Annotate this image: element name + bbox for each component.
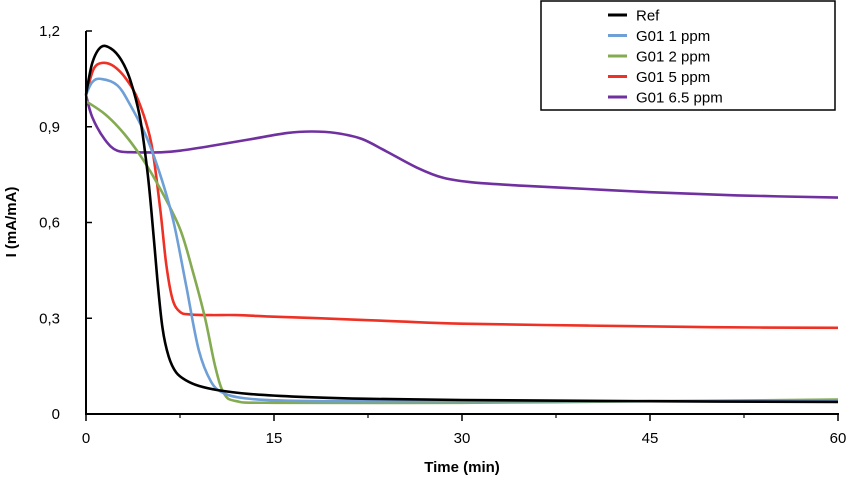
legend-label: Ref xyxy=(636,8,660,25)
legend-label: G01 2 ppm xyxy=(636,49,710,66)
x-tick-label: 15 xyxy=(266,430,283,447)
y-axis-label: I (mA/mA) xyxy=(3,187,20,258)
series-line-g01-6-5-ppm xyxy=(84,94,839,199)
series-line-g01-2-ppm xyxy=(85,100,839,405)
x-tick-label: 45 xyxy=(642,430,659,447)
x-axis-label: Time (min) xyxy=(424,459,500,476)
y-tick-label: 0,9 xyxy=(39,119,60,136)
x-tick-label: 30 xyxy=(454,430,471,447)
y-tick-label: 0,3 xyxy=(39,310,60,327)
legend-label: G01 6.5 ppm xyxy=(636,90,723,107)
legend-label: G01 1 ppm xyxy=(636,28,710,45)
legend: Ref G01 1 ppm G01 2 ppm G01 5 ppm G01 6.5 pp… xyxy=(540,0,836,111)
legend-label: G01 5 ppm xyxy=(636,69,710,86)
ticks: 0 15 30 45 60 0 0,3 0,6 0,9 1,2 xyxy=(39,23,846,447)
y-tick-label: 0,6 xyxy=(39,215,60,232)
series-layer xyxy=(84,44,839,405)
x-tick-label: 0 xyxy=(82,430,90,447)
series-line-g01-5-ppm xyxy=(84,61,839,330)
series-line-g01-1-ppm xyxy=(84,77,838,403)
x-tick-label: 60 xyxy=(830,430,847,447)
y-tick-label: 0 xyxy=(52,406,60,423)
y-tick-label: 1,2 xyxy=(39,23,60,40)
series-line-ref xyxy=(84,44,839,404)
legend-box xyxy=(540,0,836,111)
